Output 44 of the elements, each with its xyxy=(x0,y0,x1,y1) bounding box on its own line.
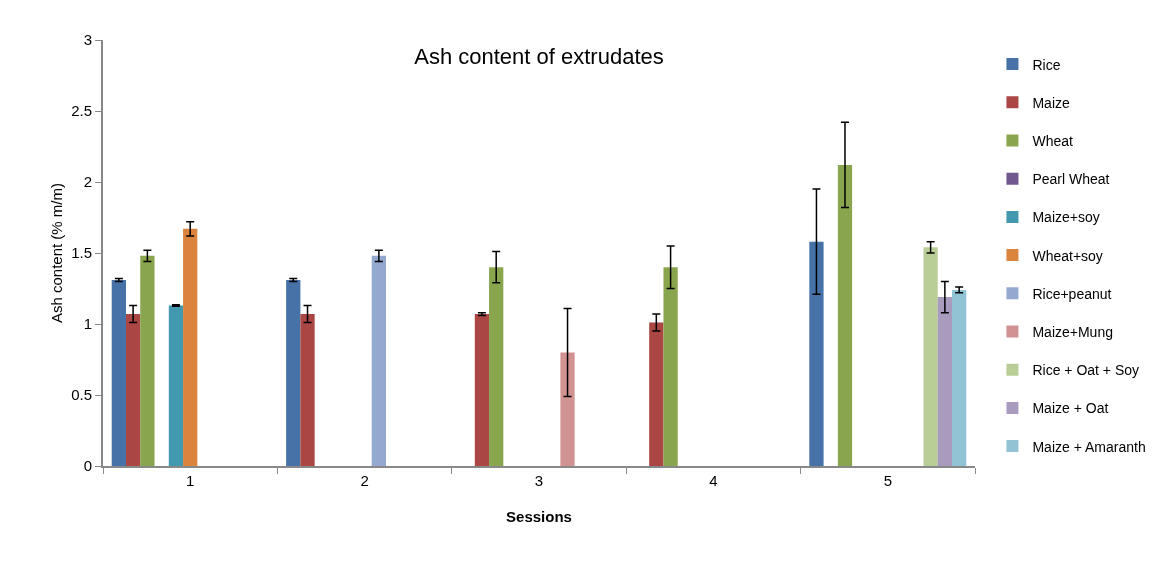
y-tick-label: 0.5 xyxy=(71,386,92,404)
bar xyxy=(183,228,198,466)
y-tick-label: 2.5 xyxy=(71,102,92,120)
bar xyxy=(649,322,664,466)
legend-label: Rice xyxy=(1032,56,1061,73)
bar xyxy=(663,267,678,466)
bar xyxy=(923,247,938,466)
chart-title: Ash content of extrudates xyxy=(414,44,664,69)
y-axis-title: Ash content (% m/m) xyxy=(48,182,65,324)
x-tick-label: 5 xyxy=(883,472,892,489)
bar xyxy=(489,267,504,466)
y-tick-label: 3 xyxy=(83,31,92,49)
x-tick-label: 1 xyxy=(186,472,195,489)
x-tick-label: 4 xyxy=(709,472,718,489)
legend-label: Maize+soy xyxy=(1032,209,1100,226)
legend-label: Wheat+soy xyxy=(1032,247,1103,264)
bar xyxy=(140,255,155,466)
bar xyxy=(952,289,967,466)
y-tick-label: 2 xyxy=(83,173,92,191)
bar xyxy=(937,297,953,466)
bar xyxy=(837,164,853,466)
x-tick-label: 2 xyxy=(360,472,369,489)
legend-label: Maize+Mung xyxy=(1032,323,1113,340)
bar xyxy=(125,314,141,466)
bar xyxy=(300,314,315,466)
legend-label: Maize + Oat xyxy=(1032,400,1109,417)
legend-label: Pearl Wheat xyxy=(1032,171,1110,188)
bar xyxy=(371,255,386,466)
bar xyxy=(809,241,824,466)
bar xyxy=(168,305,184,466)
x-tick-label: 3 xyxy=(534,472,544,489)
bar xyxy=(286,279,301,466)
bar xyxy=(474,314,490,466)
x-axis-title: Sessions xyxy=(506,508,572,525)
y-tick-label: 1.5 xyxy=(71,244,92,262)
legend-label: Wheat xyxy=(1032,132,1074,149)
legend-label: Rice + Oat + Soy xyxy=(1032,362,1140,379)
legend-label: Maize xyxy=(1032,94,1070,111)
bar xyxy=(560,352,575,466)
legend-label: Rice+peanut xyxy=(1032,285,1112,302)
y-tick-label: 0 xyxy=(83,457,92,475)
bar xyxy=(111,279,126,466)
legend-label: Maize + Amaranth xyxy=(1032,438,1146,455)
y-tick-label: 1 xyxy=(83,315,92,333)
